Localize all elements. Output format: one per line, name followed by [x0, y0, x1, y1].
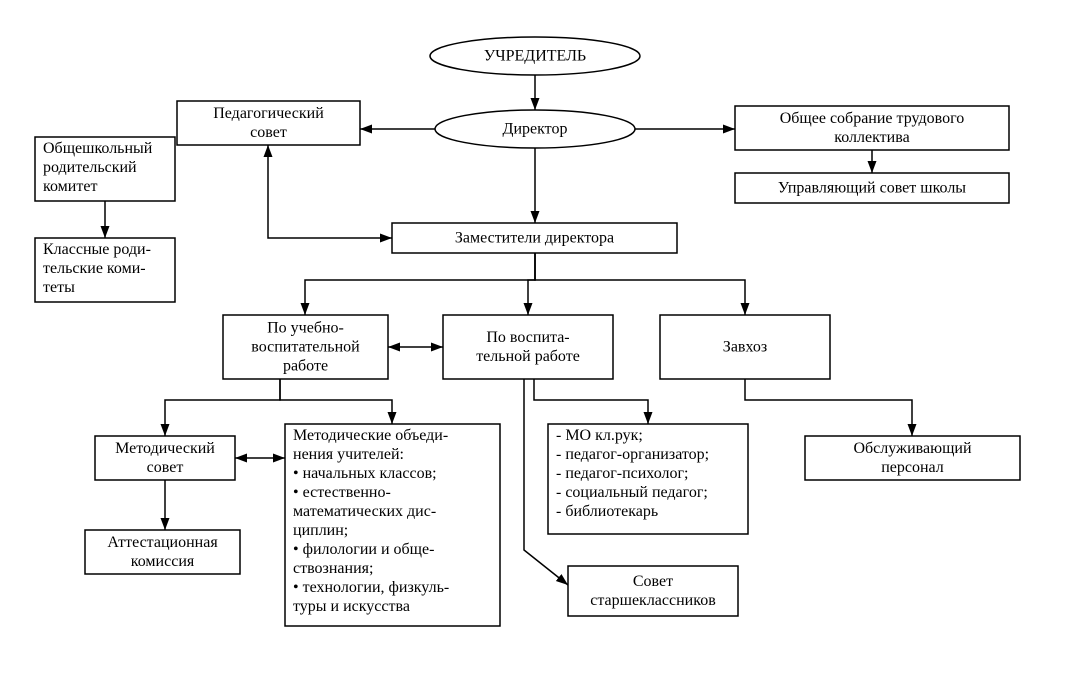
node-metod_obj-line3: • естественно-: [293, 484, 391, 501]
node-metod_obj-line4: математических дис-: [293, 503, 436, 520]
node-service-line0: Обслуживающий: [853, 440, 971, 457]
node-parents_school: Общешкольный родительский комитет: [35, 137, 175, 201]
node-dep_upb: По воспита-тельной работе: [443, 315, 613, 379]
node-dep_edu-line1: воспитательной: [251, 339, 360, 356]
node-dep_upb-line0: По воспита-: [486, 329, 569, 346]
node-staff_list-line3: - социальный педагог;: [556, 484, 708, 501]
edge-deputies-dep_edu: [305, 253, 535, 315]
node-staff_list: - МО кл.рук; - педагог-организатор; - педа…: [548, 424, 748, 534]
node-assembly-line0: Общее собрание трудового: [780, 110, 965, 127]
node-parents_school-line1: родительский: [43, 159, 137, 176]
node-founder-line0: УЧРЕДИТЕЛЬ: [484, 48, 586, 65]
node-schoolcouncil-line0: Управляющий совет школы: [778, 180, 966, 197]
node-service: Обслуживающий персонал: [805, 436, 1020, 480]
edge-deputies-pedsovet: [268, 145, 392, 238]
node-founder: УЧРЕДИТЕЛЬ: [430, 37, 640, 75]
node-senior_council-line1: старшеклассников: [590, 592, 716, 609]
node-metodsovet: Методический совет: [95, 436, 235, 480]
node-pedsovet-line0: Педагогический: [213, 105, 324, 122]
node-metod_obj-line2: • начальных классов;: [293, 465, 437, 482]
node-staff_list-line2: - педагог-психолог;: [556, 465, 688, 482]
node-attest-line0: Аттестационная: [107, 534, 218, 551]
edge-deputies-dep_upb: [528, 253, 535, 315]
node-staff_list-line4: - библиотекарь: [556, 503, 658, 520]
node-dep_edu: По учебно-воспитательной работе: [223, 315, 388, 379]
node-assembly: Общее собрание трудового коллектива: [735, 106, 1009, 150]
node-parents_class-line0: Классные роди-: [43, 241, 151, 258]
node-director-line0: Директор: [503, 121, 568, 138]
node-deputies: Заместители директора: [392, 223, 677, 253]
node-attest-line1: комиссия: [131, 553, 195, 570]
node-schoolcouncil: Управляющий совет школы: [735, 173, 1009, 203]
node-pedsovet: Педагогический совет: [177, 101, 360, 145]
node-service-line1: персонал: [881, 459, 944, 476]
node-metod_obj-line5: циплин;: [293, 522, 348, 539]
node-zavhoz: Завхоз: [660, 315, 830, 379]
node-metod_obj-line7: ствознания;: [293, 560, 373, 577]
edge-deputies-zavhoz: [535, 253, 745, 315]
node-metodsovet-line0: Методический: [115, 440, 215, 457]
node-dep_upb-line1: тельной работе: [476, 348, 580, 365]
node-senior_council: Совет старшеклассников: [568, 566, 738, 616]
node-parents_class-line1: тельские коми-: [43, 260, 146, 277]
node-staff_list-line0: - МО кл.рук;: [556, 427, 643, 444]
node-director: Директор: [435, 110, 635, 148]
node-metod_obj-line8: • технологии, физкуль-: [293, 579, 449, 596]
node-staff_list-line1: - педагог-организатор;: [556, 446, 709, 463]
node-deputies-line0: Заместители директора: [455, 230, 614, 247]
node-parents_class: Классные роди-тельские коми-теты: [35, 238, 175, 302]
node-assembly-line1: коллектива: [834, 129, 909, 146]
node-metod_obj-line9: туры и искусства: [293, 598, 410, 615]
node-metod_obj-line1: нения учителей:: [293, 446, 404, 463]
edge-dep_edu-metodsovet: [165, 379, 280, 436]
node-parents_class-line2: теты: [43, 279, 75, 296]
node-metod_obj-line6: • филологии и обще-: [293, 541, 434, 558]
node-dep_edu-line0: По учебно-: [267, 320, 344, 337]
org-chart: УЧРЕДИТЕЛЬ Директор Педагогический совет Общ…: [0, 0, 1071, 674]
node-parents_school-line2: комитет: [43, 178, 97, 195]
node-senior_council-line0: Совет: [633, 573, 673, 590]
node-zavhoz-line0: Завхоз: [723, 339, 767, 356]
edge-dep_upb-staff_list: [534, 379, 648, 424]
node-parents_school-line0: Общешкольный: [43, 140, 153, 157]
node-metod_obj: Методические объеди-нения учителей: • нач…: [285, 424, 500, 626]
node-dep_edu-line2: работе: [283, 358, 328, 375]
edge-zavhoz-service: [745, 379, 912, 436]
node-pedsovet-line1: совет: [250, 124, 287, 141]
node-attest: Аттестационная комиссия: [85, 530, 240, 574]
node-metodsovet-line1: совет: [147, 459, 184, 476]
node-metod_obj-line0: Методические объеди-: [293, 427, 448, 444]
edge-dep_edu-metod_obj: [280, 379, 392, 424]
